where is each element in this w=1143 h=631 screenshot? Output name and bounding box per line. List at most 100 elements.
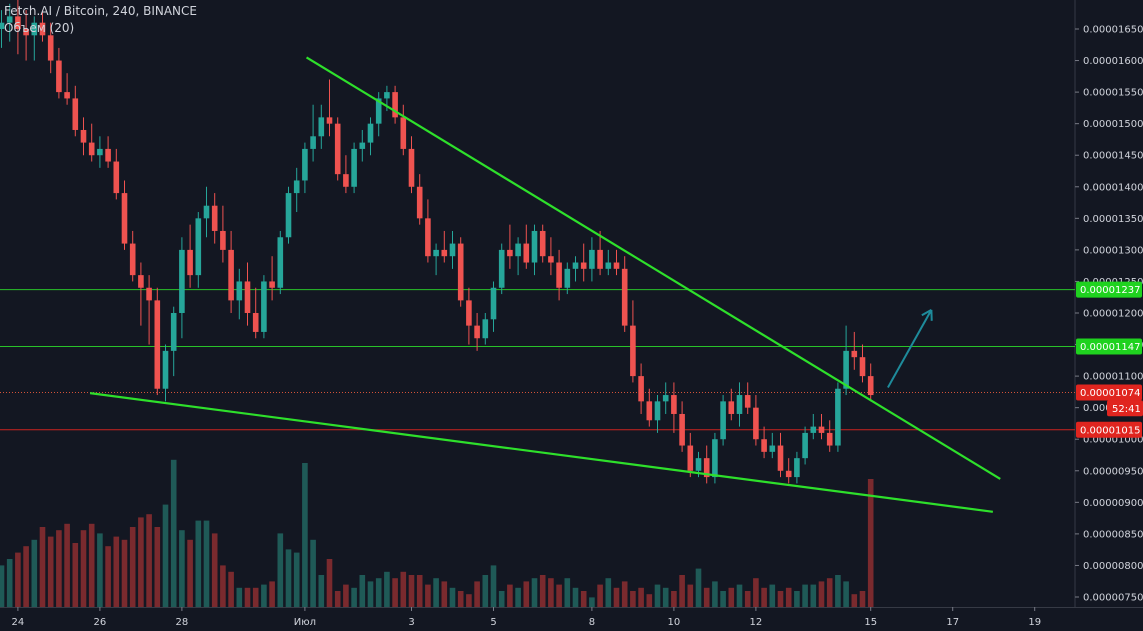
candle xyxy=(613,262,620,269)
candle xyxy=(64,92,70,99)
price-axis[interactable]: 0.00001650 0.00001600 0.00001550 0.00001500… xyxy=(1075,0,1143,607)
volume-indicator-label[interactable]: Объем (20) xyxy=(4,21,75,35)
volume-bar xyxy=(195,520,202,607)
volume-bar xyxy=(56,530,62,607)
candle xyxy=(761,439,767,452)
candle xyxy=(15,16,21,29)
volume-bar xyxy=(318,575,325,607)
candle xyxy=(187,249,193,276)
time-tick-label: 28 xyxy=(176,617,189,628)
candle xyxy=(367,123,374,143)
candle xyxy=(654,401,661,421)
candle xyxy=(621,268,628,326)
candle xyxy=(843,350,849,389)
candle xyxy=(310,136,316,149)
volume-bar xyxy=(302,463,308,607)
candle xyxy=(703,458,710,478)
time-axis[interactable]: 24 26 28 Июл 3 5 8 10 12 15 17 19 xyxy=(12,607,1042,628)
candle xyxy=(220,230,226,250)
volume-bar xyxy=(605,578,612,607)
candle xyxy=(785,470,792,478)
volume-bar xyxy=(679,575,685,607)
candle xyxy=(769,445,776,452)
candle xyxy=(302,148,308,181)
candle xyxy=(252,313,259,332)
candle xyxy=(802,432,808,459)
volume-bar xyxy=(507,584,513,607)
price-tick-label: 0.00000750 xyxy=(1083,593,1143,604)
volume-bar xyxy=(64,523,70,607)
volume-bar xyxy=(687,584,694,607)
candle xyxy=(154,300,161,389)
candle xyxy=(474,325,480,339)
volume-bar xyxy=(564,578,571,607)
volume-bar xyxy=(392,578,398,607)
candle xyxy=(236,281,243,301)
arrow-annotation[interactable] xyxy=(887,308,933,388)
volume-bar xyxy=(712,581,718,607)
time-tick-label: 5 xyxy=(490,617,496,628)
volume-bar xyxy=(498,591,505,607)
price-tick-label: 0.00000850 xyxy=(1083,529,1143,540)
candle xyxy=(777,445,784,471)
symbol-title[interactable]: Fetch.AI / Bitcoin, 240, BINANCE xyxy=(4,4,197,18)
candle xyxy=(326,117,333,124)
candle xyxy=(277,237,284,288)
volume-bar xyxy=(285,549,292,607)
volume-bar xyxy=(580,591,587,607)
volume-bar xyxy=(433,578,439,607)
volume-bar xyxy=(769,584,776,607)
volume-bar xyxy=(343,584,349,607)
volume-bar xyxy=(359,575,366,607)
candle xyxy=(113,161,120,194)
candle xyxy=(490,287,497,320)
candle xyxy=(334,123,341,175)
candle xyxy=(0,22,5,29)
candle xyxy=(351,148,357,187)
candle xyxy=(39,22,46,36)
volume-bar xyxy=(113,536,120,607)
volume-bar xyxy=(384,571,390,607)
time-tick-label: 24 xyxy=(12,617,25,628)
price-label-box xyxy=(1076,384,1142,401)
candle xyxy=(261,281,267,332)
volume-bar xyxy=(867,479,874,607)
volume-bar xyxy=(244,587,251,607)
candle xyxy=(646,401,653,421)
candle xyxy=(605,262,612,269)
volume-bar xyxy=(441,581,448,607)
candle xyxy=(531,230,538,263)
volume-bar xyxy=(818,581,825,607)
price-label-box xyxy=(1076,338,1142,355)
volume-bar xyxy=(654,584,661,607)
price-tick-label: 0.00001300 xyxy=(1083,245,1143,256)
volume-bar xyxy=(662,587,669,607)
trendlines[interactable] xyxy=(89,56,1001,513)
candle xyxy=(728,401,735,414)
time-tick-label: 12 xyxy=(750,617,763,628)
candle xyxy=(720,401,726,440)
volume-bar xyxy=(162,504,169,607)
volume-bar xyxy=(203,520,210,607)
candle xyxy=(662,395,669,402)
volume-bar xyxy=(531,578,538,607)
candle xyxy=(466,300,472,326)
volume-bar xyxy=(859,591,866,607)
candle xyxy=(638,376,644,402)
candle xyxy=(818,426,825,433)
candle xyxy=(31,22,38,36)
volume-bar xyxy=(466,594,472,607)
candle xyxy=(129,243,136,276)
volume-bar xyxy=(375,578,382,607)
candle xyxy=(687,445,694,471)
time-tick-label: 26 xyxy=(94,617,107,628)
price-tick-label: 0.00001000 xyxy=(1083,435,1143,446)
candle xyxy=(105,148,111,162)
volume-bar xyxy=(179,530,185,607)
price-label: 0.00001237 xyxy=(1080,285,1140,296)
candle xyxy=(826,432,833,446)
volume-bar xyxy=(277,533,284,607)
arrow-line xyxy=(887,309,933,388)
